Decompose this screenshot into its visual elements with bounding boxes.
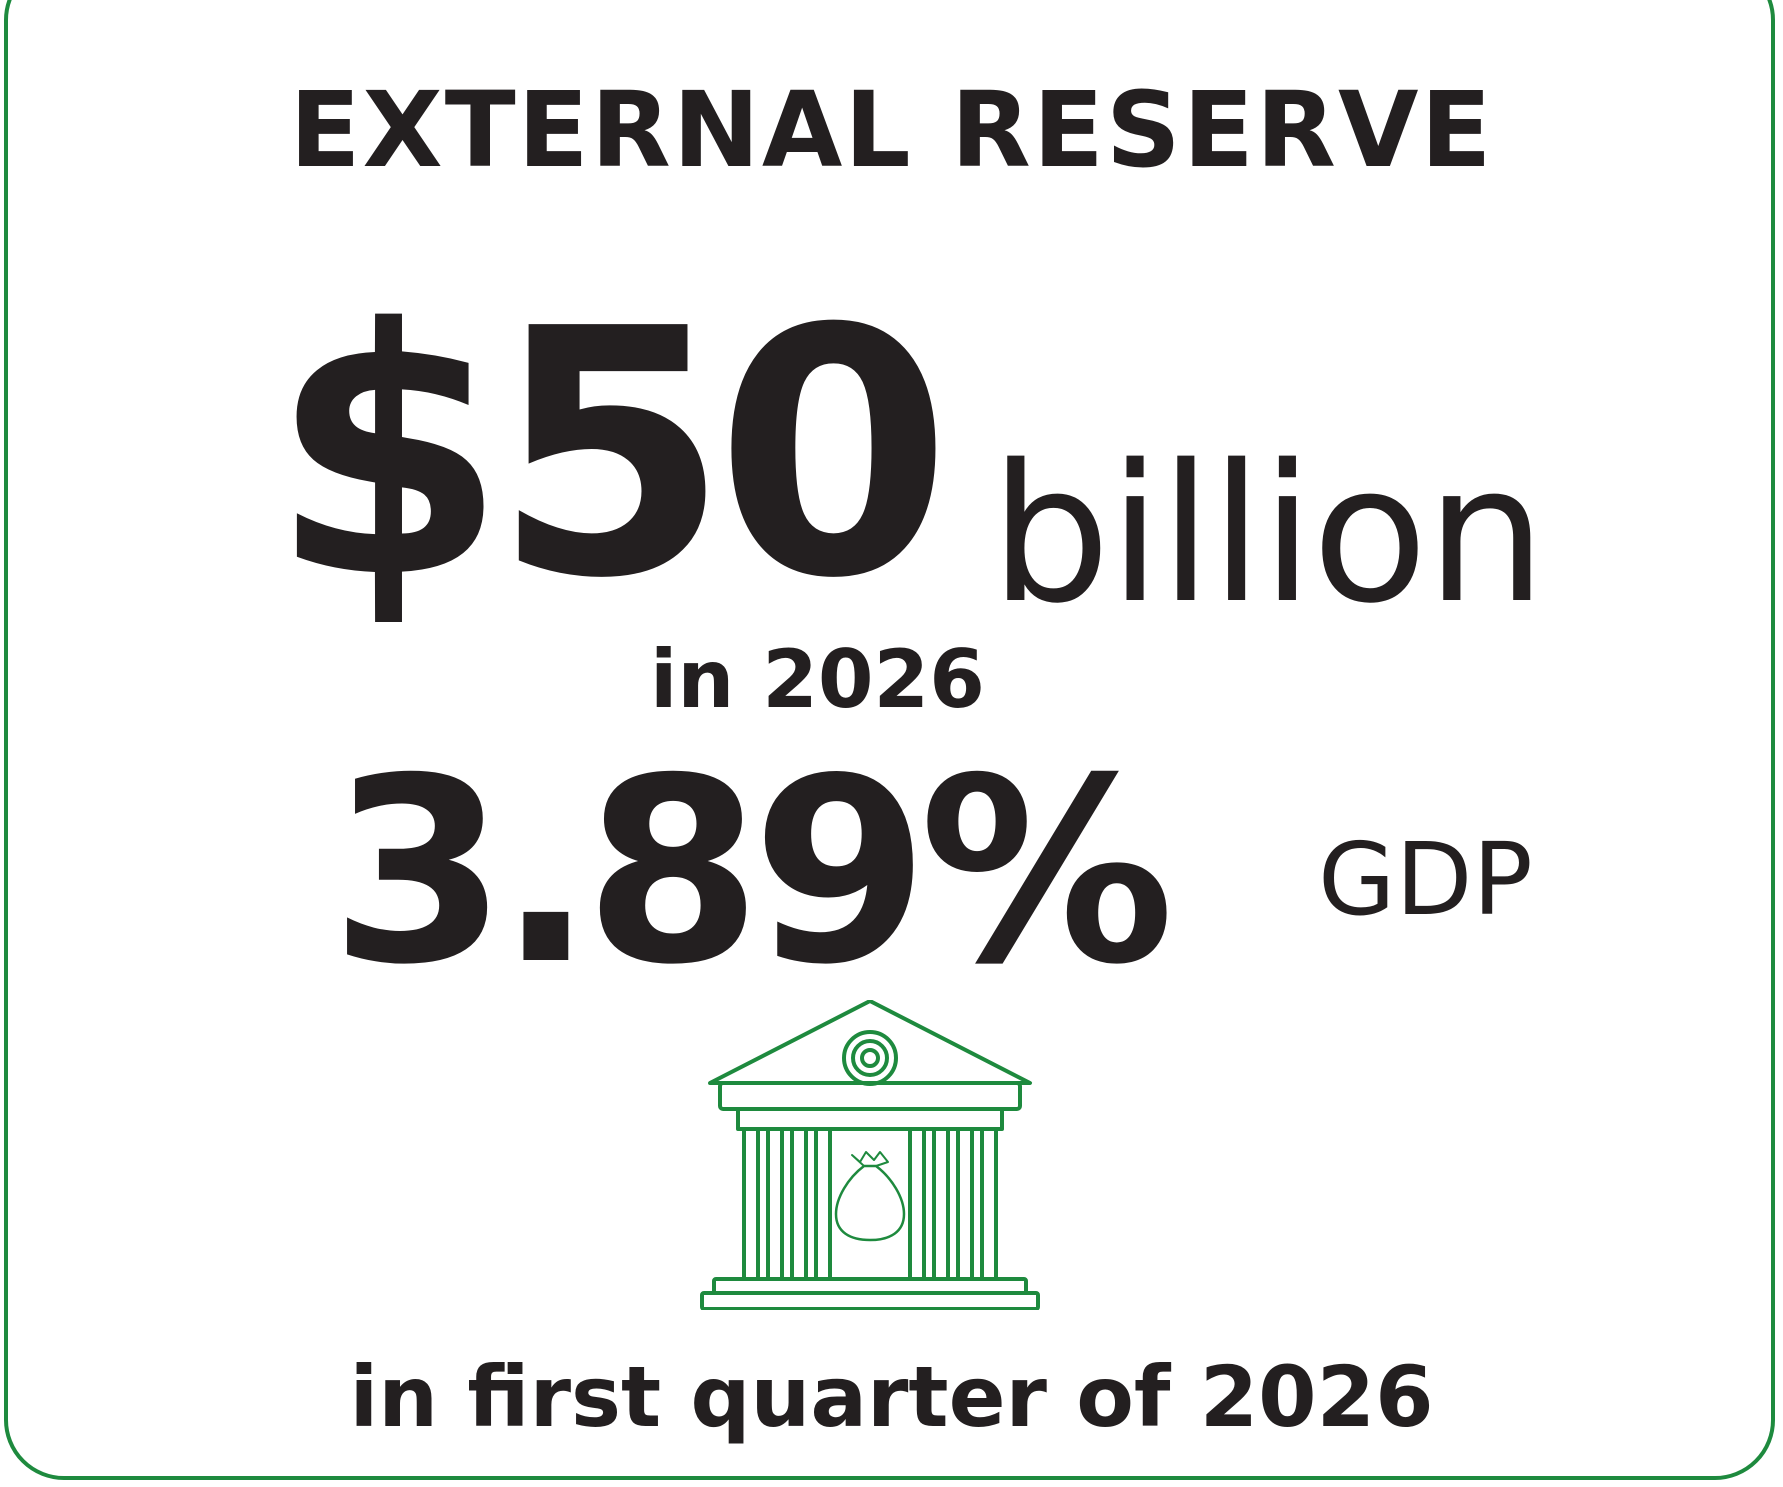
card-frame bbox=[4, 0, 1775, 1480]
bank-building-icon bbox=[700, 1000, 1040, 1310]
reserve-amount: $50 bbox=[270, 257, 952, 653]
reserve-year-note: in 2026 bbox=[650, 633, 985, 726]
reserve-unit: billion bbox=[990, 424, 1546, 645]
gdp-percent: 3.89% bbox=[330, 724, 1175, 1021]
gdp-label: GDP bbox=[1318, 821, 1533, 938]
footer-note: in first quarter of 2026 bbox=[349, 1348, 1434, 1446]
page-title: EXTERNAL RESERVE bbox=[289, 69, 1494, 191]
